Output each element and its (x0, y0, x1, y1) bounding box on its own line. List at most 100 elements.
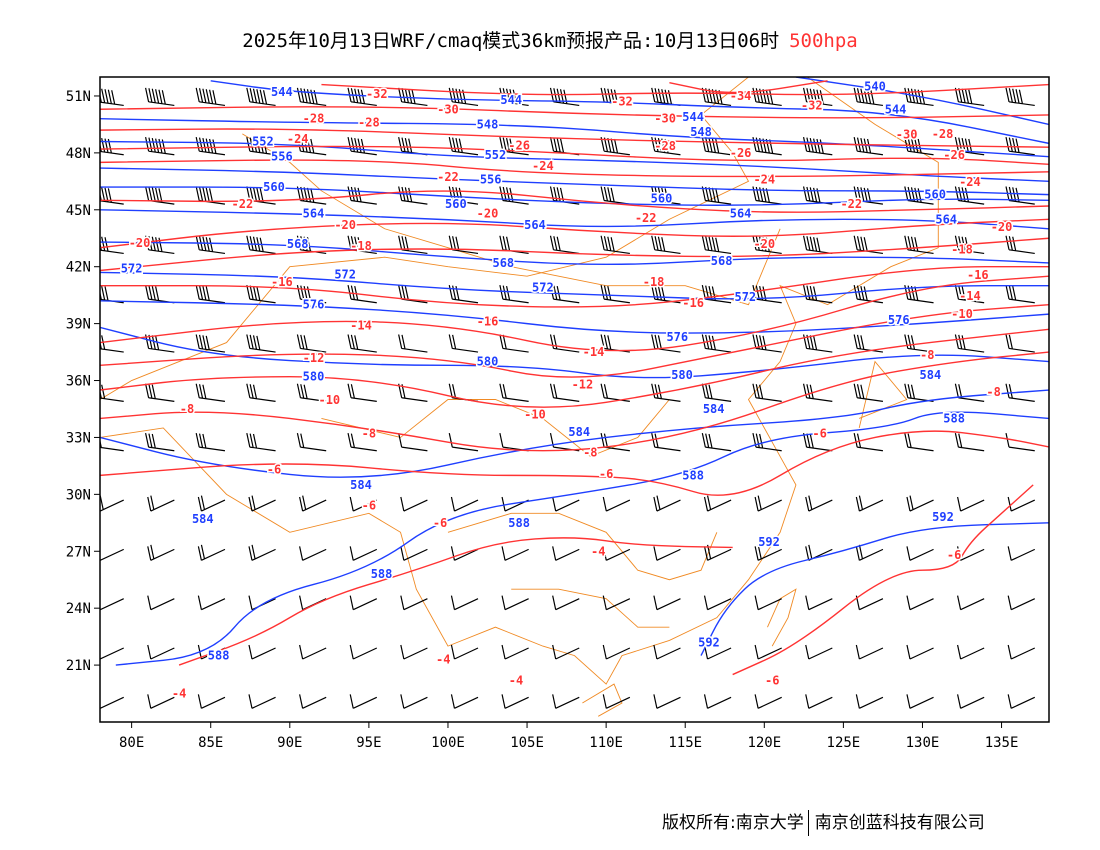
wind-barb (100, 236, 124, 255)
wind-barb (552, 694, 580, 709)
title-main: 2025年10月13日WRF/cmaq模式36km预报产品:10月13日06时 (242, 30, 780, 52)
temperature-contour-label: -14 (959, 289, 981, 303)
height-contour-label: 560 (445, 197, 467, 211)
wind-barb (147, 595, 175, 611)
wind-barb (651, 137, 681, 156)
x-tick-label: 110E (589, 735, 623, 751)
wind-barb (400, 595, 428, 611)
wind-barb (349, 496, 378, 512)
map-title: 2025年10月13日WRF/cmaq模式36km预报产品:10月13日06时 5… (0, 26, 1100, 53)
wind-barb (853, 235, 884, 255)
temperature-contour-label: -6 (433, 516, 447, 530)
y-tick-label: 21N (66, 658, 91, 674)
wind-barb (1005, 87, 1035, 107)
temperature-contour-label: -28 (932, 127, 954, 141)
wind-barb (100, 137, 124, 156)
wind-barb (754, 495, 782, 512)
wind-barb (400, 644, 428, 660)
temperature-contour-label: -10 (318, 393, 340, 407)
x-tick-label: 115E (668, 735, 702, 751)
wind-barb (400, 546, 428, 561)
temperature-contour-line (100, 275, 1049, 352)
wind-barb (145, 285, 175, 304)
wind-barb (904, 334, 934, 353)
wind-barb (450, 644, 479, 660)
x-tick-label: 90E (277, 735, 302, 751)
wind-barb (802, 235, 833, 255)
temperature-contour-label: -20 (334, 218, 356, 232)
height-contour-label: 544 (682, 110, 704, 124)
wind-barb (1005, 137, 1035, 156)
wind-barb (296, 186, 327, 205)
temperature-contour-label: -30 (654, 112, 676, 126)
height-contour-label: 580 (671, 368, 693, 382)
wind-barb (100, 548, 124, 561)
temperature-contour-line (100, 106, 1049, 119)
temperature-contour-label: -4 (172, 687, 186, 701)
wind-barb (499, 334, 529, 353)
wind-barb (398, 334, 428, 353)
wind-barb (802, 137, 833, 156)
temperature-contour-label: -26 (508, 138, 530, 152)
temperature-contour-line (100, 159, 1049, 178)
height-contour-label: 572 (734, 290, 756, 304)
wind-barb (100, 384, 124, 402)
wind-barb (853, 383, 884, 402)
wind-barb (1007, 595, 1036, 611)
wind-barb (954, 285, 985, 304)
height-contour-label: 588 (682, 468, 704, 482)
wind-barb (602, 595, 631, 611)
wind-barb (855, 595, 884, 611)
wind-barb (248, 644, 276, 660)
x-tick-label: 95E (356, 735, 381, 751)
wind-barb (347, 235, 377, 255)
wind-barb (701, 432, 732, 452)
wind-barb (246, 285, 276, 304)
wind-barb (653, 595, 681, 611)
wind-barb (450, 595, 479, 611)
height-contour-label: 580 (303, 370, 325, 384)
temperature-contour-label: -6 (812, 427, 826, 441)
temperature-contour-label: -8 (180, 402, 194, 416)
height-contour-label: 564 (730, 207, 752, 221)
temperature-contour-label: -8 (362, 427, 376, 441)
temperature-contour-label: -28 (303, 112, 325, 126)
wind-barb (855, 495, 884, 512)
height-contour-label: 592 (758, 535, 780, 549)
temperature-contour-label: -26 (730, 146, 752, 160)
wind-barb (752, 285, 782, 304)
wind-barb (347, 383, 377, 402)
wind-barb (855, 544, 884, 561)
wind-barb (549, 334, 580, 353)
wind-barb (499, 432, 529, 452)
temperature-contour-line (100, 237, 1049, 272)
wind-barb (954, 235, 985, 255)
y-tick-label: 45N (66, 203, 91, 219)
x-tick-label: 130E (906, 735, 940, 751)
height-contour-label: 568 (711, 254, 733, 268)
height-contour-label: 584 (703, 402, 725, 416)
height-contour-label: 588 (371, 567, 393, 581)
wind-barb (195, 87, 226, 107)
wind-barb (349, 644, 378, 660)
wind-barb (957, 546, 985, 561)
wind-barb (197, 595, 226, 611)
wind-barb (349, 595, 378, 611)
wind-barb (805, 544, 833, 561)
wind-barb (906, 546, 934, 561)
height-contour-label: 584 (920, 368, 942, 382)
wind-barb (1007, 644, 1036, 660)
height-contour-label: 552 (252, 135, 274, 149)
height-contour-label: 584 (192, 512, 214, 526)
border-line (767, 588, 797, 647)
y-tick-label: 36N (66, 374, 91, 390)
temperature-contour-label: -32 (801, 98, 823, 112)
wind-barb (549, 87, 580, 107)
height-contour-label: 548 (690, 125, 712, 139)
temperature-contour-line (100, 303, 1049, 378)
temperature-contour-line (321, 83, 1049, 96)
wind-barb (448, 334, 479, 353)
x-tick-label: 80E (119, 735, 144, 751)
wind-barb (906, 495, 934, 512)
x-tick-label: 85E (198, 735, 223, 751)
